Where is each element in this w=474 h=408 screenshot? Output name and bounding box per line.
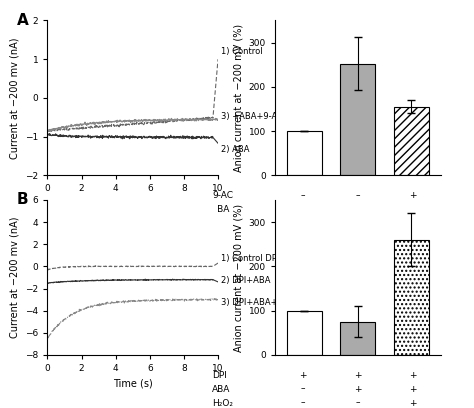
- Y-axis label: Anion current at −200 mV (%): Anion current at −200 mV (%): [233, 203, 243, 352]
- Y-axis label: Current at −200 mv (nA): Current at −200 mv (nA): [9, 37, 19, 159]
- Text: –: –: [356, 191, 360, 200]
- Text: +: +: [354, 385, 362, 394]
- Bar: [394, 107, 429, 175]
- Text: –: –: [356, 399, 360, 408]
- Text: A: A: [17, 13, 28, 28]
- Text: 2) DPI+ABA: 2) DPI+ABA: [221, 276, 271, 285]
- X-axis label: Time (s): Time (s): [113, 199, 153, 209]
- Text: 2) ABA: 2) ABA: [221, 145, 250, 154]
- Text: ABA: ABA: [212, 205, 230, 214]
- Bar: [394, 240, 429, 355]
- Text: 3) +ABA+9-AC: 3) +ABA+9-AC: [221, 112, 283, 121]
- Bar: [287, 310, 322, 355]
- Text: +: +: [354, 205, 362, 214]
- Text: –: –: [301, 399, 305, 408]
- Text: –: –: [301, 205, 305, 214]
- Text: +: +: [300, 370, 307, 379]
- Text: 1) Control: 1) Control: [221, 47, 263, 56]
- X-axis label: Time (s): Time (s): [113, 379, 153, 388]
- Y-axis label: Current at −200 mv (nA): Current at −200 mv (nA): [9, 217, 19, 338]
- Text: +: +: [409, 399, 416, 408]
- Text: DPI: DPI: [212, 370, 227, 379]
- Text: +: +: [409, 191, 416, 200]
- Bar: [287, 131, 322, 175]
- Text: +: +: [409, 205, 416, 214]
- Text: 9-AC: 9-AC: [212, 191, 233, 200]
- Text: +: +: [354, 370, 362, 379]
- Text: 1) Control DPI: 1) Control DPI: [221, 254, 280, 263]
- Text: –: –: [301, 385, 305, 394]
- Bar: [340, 64, 375, 175]
- Text: 3) DPI+ABA+H₂O₂: 3) DPI+ABA+H₂O₂: [221, 298, 298, 307]
- Text: +: +: [409, 385, 416, 394]
- Y-axis label: Anion current at −200 mV (%): Anion current at −200 mV (%): [233, 24, 243, 172]
- Bar: [340, 322, 375, 355]
- Text: +: +: [409, 370, 416, 379]
- Text: H₂O₂: H₂O₂: [212, 399, 233, 408]
- Text: B: B: [17, 192, 28, 207]
- Text: –: –: [301, 191, 305, 200]
- Text: ABA: ABA: [212, 385, 230, 394]
